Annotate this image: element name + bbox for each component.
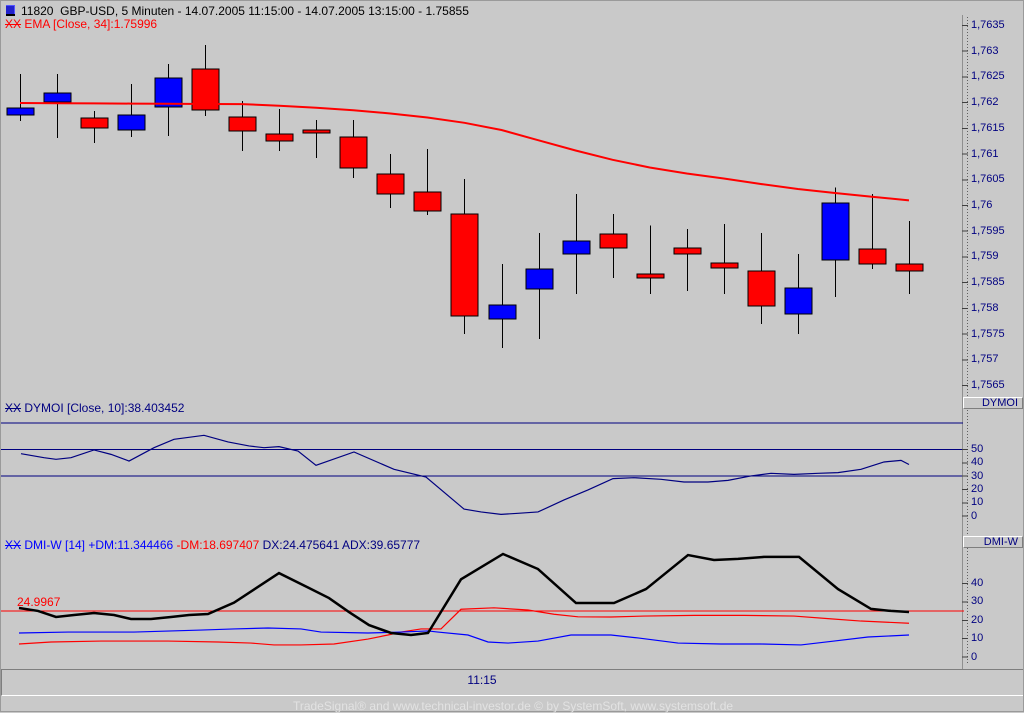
axis-tick-label: 1,7615 — [971, 121, 1005, 134]
dmi-w-panel-button[interactable]: DMI-W — [963, 536, 1023, 548]
axis-tick-label: 40 — [971, 577, 984, 589]
formula-icon: XX — [5, 17, 22, 31]
axis-tick-label: 20 — [971, 613, 984, 626]
axis-tick-label: 0 — [971, 509, 978, 522]
axis-tick-label: 30 — [971, 595, 984, 608]
formula-icon: XX — [5, 538, 22, 552]
axis-tick-label: 0 — [971, 650, 978, 663]
axis-tick-label: 1,7565 — [971, 378, 1005, 391]
dymoi-panel-button[interactable]: DYMOI — [963, 397, 1023, 409]
axis-tick-label: 1,7605 — [971, 173, 1005, 186]
axis-tick-label: 40 — [971, 456, 984, 469]
dmi-indicator-label[interactable]: XX DMI-W [14] +DM:11.344466 -DM:18.69740… — [5, 538, 421, 552]
dmi-threshold-label: 24.9967 — [17, 595, 61, 609]
price-chart-area[interactable] — [1, 29, 963, 397]
axis-tick-label: 50 — [971, 443, 984, 456]
chart-icon — [6, 5, 15, 16]
axis-tick-label: 1,758 — [971, 301, 999, 314]
axis-tick-label: 1,762 — [971, 96, 999, 109]
axis-separator — [962, 15, 963, 696]
ema-indicator-label[interactable]: XX EMA [Close, 34]:1.75996 — [5, 17, 158, 31]
dmi-dx-adx-values: DX:24.475641 ADX:39.65777 — [259, 538, 421, 552]
axis-tick-label: 1,7575 — [971, 327, 1005, 340]
axis-tick-label: 10 — [971, 496, 984, 509]
chart-title: 11820 GBP-USD, 5 Minuten - 14.07.2005 11… — [21, 3, 469, 18]
axis-tick-label: 30 — [971, 469, 984, 482]
axis-tick-label: 1,7635 — [971, 19, 1005, 31]
axis-tick-label: 1,761 — [971, 147, 999, 160]
footer-credit: TradeSignal® and www.technical-investor.… — [292, 699, 734, 713]
dymoi-chart-area[interactable] — [1, 421, 963, 531]
time-axis-label: 11:15 — [467, 673, 497, 687]
axis-tick-label: 1,763 — [971, 44, 999, 57]
chart-title-row: 11820 GBP-USD, 5 Minuten - 14.07.2005 11… — [6, 3, 469, 18]
axis-tick-label: 1,7595 — [971, 224, 1005, 237]
axis-tick-label: 20 — [971, 483, 984, 496]
axis-tick-label: 1,76 — [971, 198, 993, 211]
axis-tick-label: 1,7625 — [971, 70, 1005, 83]
axis-tick-label: 1,759 — [971, 250, 999, 263]
axis-tick-label: 1,7585 — [971, 276, 1005, 289]
time-axis[interactable] — [1, 669, 1023, 696]
dmi-chart-area[interactable] — [1, 557, 963, 664]
formula-icon: XX — [5, 401, 22, 415]
dmi-minus-dm-value: -DM:18.697407 — [173, 538, 260, 552]
axis-tick-label: 1,757 — [971, 353, 999, 366]
dymoi-indicator-label[interactable]: XX DYMOI [Close, 10]:38.403452 — [5, 401, 185, 415]
axis-tick-label: 10 — [971, 632, 984, 645]
